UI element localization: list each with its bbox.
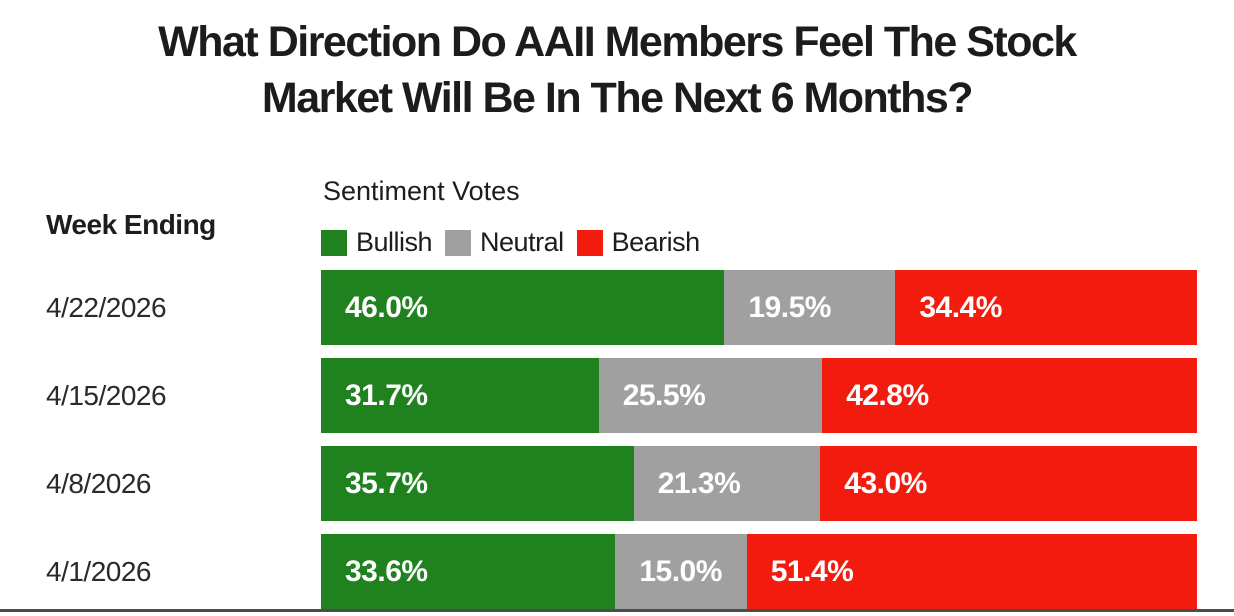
bar-value-label: 15.0% bbox=[639, 554, 722, 588]
bar-row: 4/8/2026 35.7% 21.3% 43.0% bbox=[0, 446, 1234, 521]
bar-segment-neutral: 25.5% bbox=[598, 358, 823, 433]
bar-track: 31.7% 25.5% 42.8% bbox=[321, 358, 1197, 433]
bar-value-label: 25.5% bbox=[622, 378, 706, 412]
legend-item-neutral: Neutral bbox=[445, 227, 564, 258]
bar-value-label: 19.5% bbox=[748, 290, 831, 324]
bottom-border-line bbox=[0, 609, 1234, 612]
legend-swatch-bearish bbox=[576, 229, 603, 256]
bar-row: 4/15/2026 31.7% 25.5% 42.8% bbox=[0, 358, 1234, 433]
bar-value-label: 42.8% bbox=[846, 378, 929, 412]
bar-value-label: 35.7% bbox=[345, 466, 428, 500]
bar-value-label: 34.4% bbox=[919, 290, 1002, 324]
legend-item-bearish: Bearish bbox=[576, 227, 701, 258]
bar-segment-bullish: 33.6% bbox=[321, 534, 616, 609]
legend-label-neutral: Neutral bbox=[480, 227, 564, 257]
bar-segment-neutral: 19.5% bbox=[724, 270, 896, 345]
legend-label-bullish: Bullish bbox=[356, 227, 433, 257]
bar-value-label: 33.6% bbox=[345, 554, 428, 588]
legend-title: Sentiment Votes bbox=[323, 176, 520, 206]
bar-segment-bullish: 46.0% bbox=[321, 270, 725, 345]
row-label-date: 4/1/2026 bbox=[46, 555, 152, 587]
bar-track: 46.0% 19.5% 34.4% bbox=[321, 270, 1197, 345]
bar-rows: 4/22/2026 46.0% 19.5% 34.4% 4/15/2026 31.7% 25… bbox=[0, 270, 1234, 616]
bar-value-label: 21.3% bbox=[657, 466, 741, 500]
bar-track: 35.7% 21.3% 43.0% bbox=[321, 446, 1197, 521]
bar-row: 4/22/2026 46.0% 19.5% 34.4% bbox=[0, 270, 1234, 345]
bar-segment-bearish: 42.8% bbox=[822, 358, 1197, 433]
bar-value-label: 31.7% bbox=[345, 378, 428, 412]
bar-value-label: 46.0% bbox=[345, 290, 428, 324]
chart-title-line1: What Direction Do AAII Members Feel The … bbox=[158, 18, 1077, 66]
bar-segment-bullish: 31.7% bbox=[321, 358, 599, 433]
chart-title-line2: Market Will Be In The Next 6 Months? bbox=[261, 74, 974, 122]
bar-segment-bullish: 35.7% bbox=[321, 446, 634, 521]
bar-value-label: 51.4% bbox=[770, 554, 854, 588]
bar-segment-bearish: 43.0% bbox=[820, 446, 1197, 521]
bar-segment-bearish: 34.4% bbox=[895, 270, 1197, 345]
bar-segment-neutral: 21.3% bbox=[633, 446, 821, 521]
bar-row: 4/1/2026 33.6% 15.0% 51.4% bbox=[0, 534, 1234, 609]
legend-swatch-neutral bbox=[445, 229, 472, 256]
week-ending-label: Week Ending bbox=[46, 209, 216, 240]
bar-segment-bearish: 51.4% bbox=[746, 534, 1197, 609]
row-label-date: 4/22/2026 bbox=[46, 291, 167, 323]
bar-segment-neutral: 15.0% bbox=[615, 534, 747, 609]
bar-track: 33.6% 15.0% 51.4% bbox=[321, 534, 1197, 609]
legend-item-bullish: Bullish bbox=[321, 227, 433, 258]
chart-title: What Direction Do AAII Members Feel The … bbox=[0, 14, 1234, 126]
legend-label-bearish: Bearish bbox=[611, 227, 701, 257]
bar-value-label: 43.0% bbox=[844, 466, 927, 500]
row-label-date: 4/15/2026 bbox=[46, 379, 167, 411]
legend-swatch-bullish bbox=[321, 229, 347, 256]
row-label-date: 4/8/2026 bbox=[46, 467, 152, 499]
legend: Bullish Neutral Bearish bbox=[321, 227, 713, 258]
